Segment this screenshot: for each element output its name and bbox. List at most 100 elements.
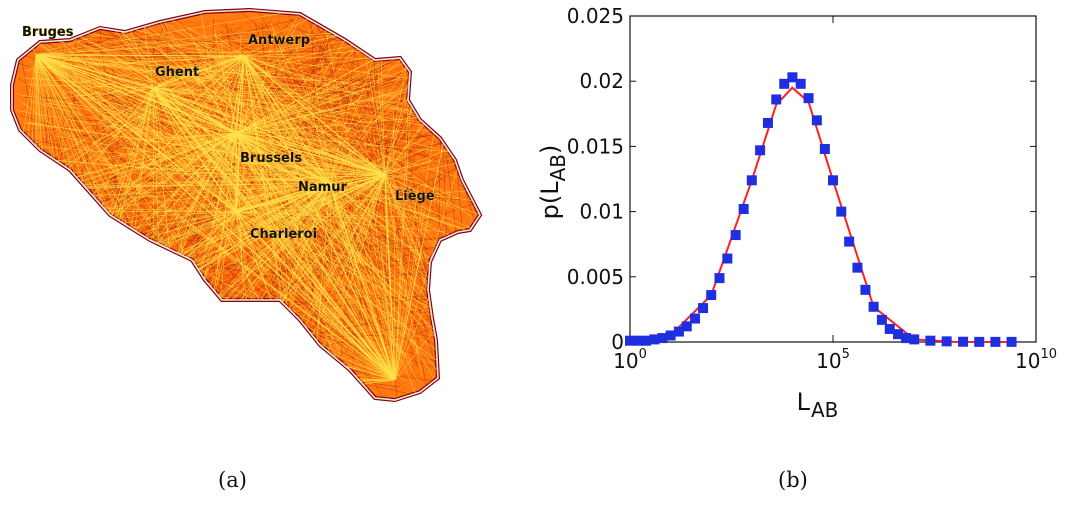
edge <box>110 112 150 170</box>
edge <box>47 341 120 354</box>
edge <box>384 159 434 176</box>
edge <box>250 317 308 360</box>
edge <box>235 161 464 213</box>
edge <box>125 162 386 176</box>
edge <box>152 87 429 112</box>
edge <box>384 174 434 306</box>
edge <box>86 358 187 384</box>
edge <box>63 90 331 184</box>
edge <box>29 100 331 184</box>
edge <box>152 45 181 263</box>
edge <box>317 118 396 381</box>
edge <box>243 55 324 313</box>
edge <box>122 174 386 254</box>
edge <box>384 174 401 272</box>
y-tick-label: 0.02 <box>579 69 624 93</box>
edge <box>163 168 386 176</box>
edge <box>170 46 237 134</box>
edge <box>372 73 386 176</box>
edge <box>36 284 239 368</box>
edge <box>27 345 191 372</box>
edge <box>63 214 142 340</box>
edge <box>180 55 245 61</box>
edge <box>235 30 275 213</box>
edge <box>35 54 185 252</box>
edge <box>274 21 437 316</box>
edge <box>35 54 104 218</box>
edge <box>35 54 386 176</box>
edge <box>235 211 407 302</box>
edge <box>69 241 74 379</box>
edge <box>87 240 117 270</box>
edge <box>144 42 237 213</box>
edge <box>115 283 193 386</box>
edge <box>195 71 237 213</box>
caption-a: (a) <box>218 468 247 492</box>
edge <box>235 211 453 219</box>
data-point <box>730 230 741 241</box>
edge <box>35 54 120 170</box>
edge <box>235 86 428 213</box>
edge <box>464 296 469 302</box>
edge <box>235 132 347 331</box>
x-tick-label: 100 <box>613 347 647 373</box>
edge <box>329 182 396 381</box>
edge <box>108 336 123 350</box>
y-axis-label: p(LAB) <box>536 145 570 220</box>
edge <box>134 11 396 381</box>
edge <box>113 28 396 381</box>
edge <box>116 270 196 330</box>
edge <box>144 342 324 363</box>
data-point <box>925 335 936 346</box>
edge <box>384 174 448 208</box>
edge <box>235 132 267 135</box>
edge <box>384 174 396 381</box>
edge <box>243 55 386 176</box>
svg-text:AB: AB <box>811 398 838 422</box>
edge <box>354 33 398 39</box>
edge <box>160 51 331 184</box>
edge <box>152 87 308 94</box>
edge <box>235 122 250 134</box>
edge <box>235 47 356 213</box>
edge <box>235 92 395 134</box>
data-point <box>941 336 952 347</box>
edge <box>66 131 396 381</box>
edge <box>329 246 427 281</box>
edge <box>235 132 408 172</box>
edge <box>243 55 285 72</box>
edge <box>18 242 73 254</box>
edge <box>200 49 386 176</box>
edge <box>384 174 422 377</box>
edge <box>72 207 98 354</box>
edge <box>152 87 386 176</box>
city-label-namur: Namur <box>298 180 347 195</box>
edge <box>56 355 179 394</box>
edge <box>235 211 468 383</box>
edge <box>139 319 254 366</box>
edge <box>392 205 411 259</box>
x-tick-label: 105 <box>816 347 850 373</box>
edge <box>235 211 264 279</box>
data-point <box>779 78 790 89</box>
edge <box>87 182 95 348</box>
data-point <box>860 284 871 295</box>
edge <box>235 132 386 176</box>
svg-text:p(LAB): p(LAB) <box>536 145 570 220</box>
edge <box>221 52 326 124</box>
edge <box>384 79 410 176</box>
data-point <box>657 333 668 344</box>
edge <box>161 40 386 176</box>
edge <box>207 351 286 356</box>
edge <box>384 151 409 176</box>
edge <box>92 229 143 308</box>
edge <box>384 149 449 176</box>
data-point <box>665 330 676 341</box>
y-tick-label: 0 <box>611 330 624 354</box>
edge <box>146 107 237 213</box>
data-point <box>901 333 912 344</box>
edge <box>48 318 213 322</box>
edge <box>235 211 396 381</box>
edge <box>171 165 396 381</box>
data-point <box>771 94 782 105</box>
